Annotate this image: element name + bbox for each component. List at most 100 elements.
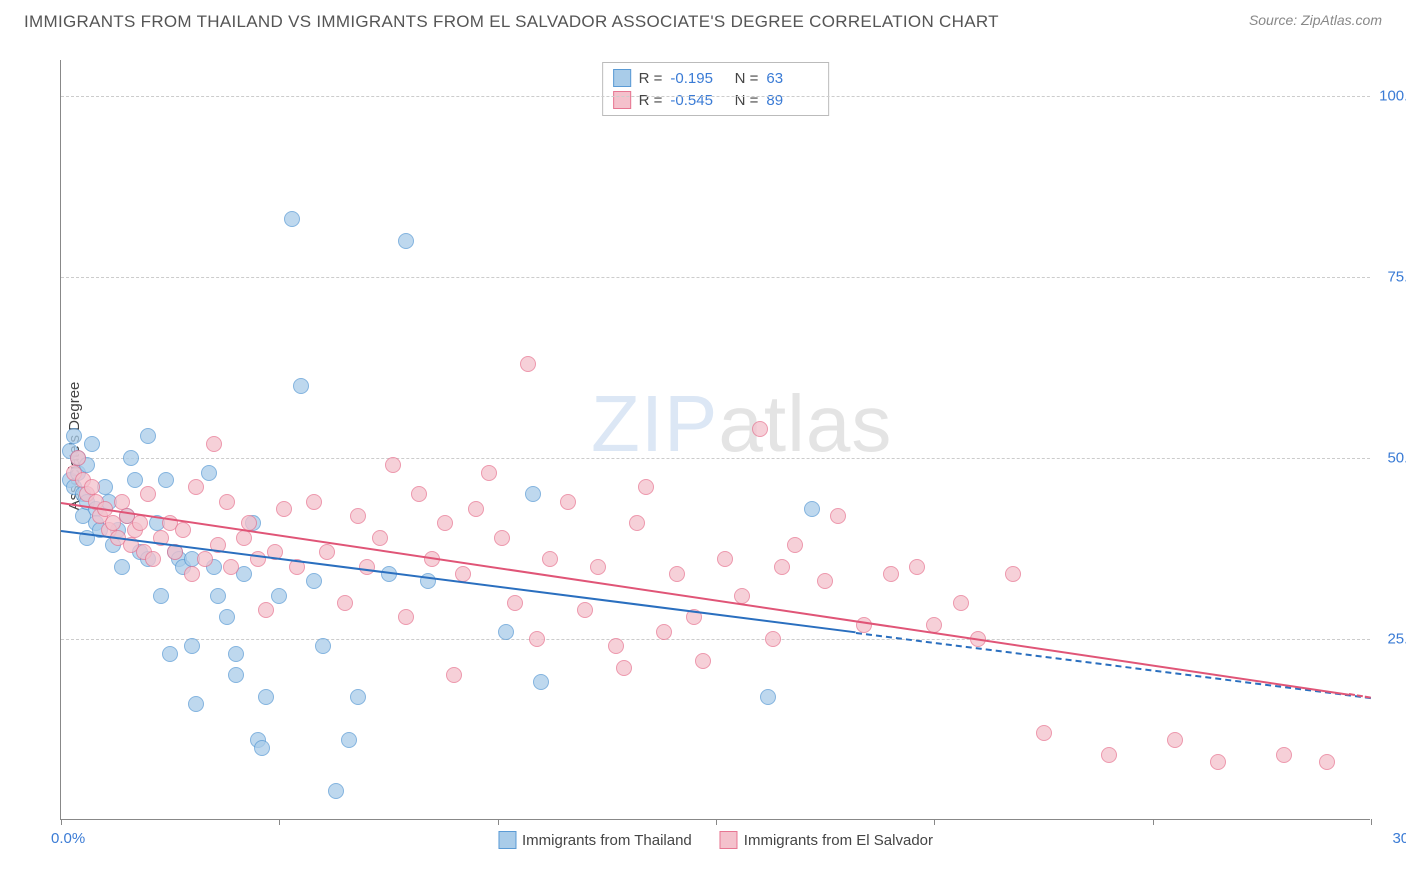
x-max-label: 30.0%: [1392, 830, 1406, 847]
marker-elsalvador: [616, 660, 632, 676]
marker-elsalvador: [319, 544, 335, 560]
marker-elsalvador: [188, 479, 204, 495]
marker-thailand: [127, 472, 143, 488]
marker-elsalvador: [446, 667, 462, 683]
swatch-thailand: [613, 69, 631, 87]
n-value-elsalvador: 89: [766, 92, 818, 109]
marker-elsalvador: [306, 494, 322, 510]
marker-elsalvador: [398, 609, 414, 625]
chart-area: ZIPatlas R = -0.195 N = 63 R = -0.545 N …: [60, 60, 1370, 820]
y-tick-label: 100.0%: [1375, 88, 1406, 105]
marker-elsalvador: [817, 573, 833, 589]
marker-elsalvador: [494, 530, 510, 546]
marker-thailand: [158, 472, 174, 488]
marker-elsalvador: [926, 617, 942, 633]
marker-elsalvador: [774, 559, 790, 575]
legend-swatch-thailand: [498, 831, 516, 849]
marker-elsalvador: [1167, 732, 1183, 748]
marker-elsalvador: [70, 450, 86, 466]
marker-elsalvador: [830, 508, 846, 524]
marker-thailand: [123, 450, 139, 466]
marker-elsalvador: [145, 551, 161, 567]
marker-elsalvador: [734, 588, 750, 604]
marker-elsalvador: [787, 537, 803, 553]
marker-thailand: [271, 588, 287, 604]
marker-elsalvador: [695, 653, 711, 669]
marker-elsalvador: [350, 508, 366, 524]
gridline: [61, 639, 1370, 640]
marker-thailand: [315, 638, 331, 654]
x-tick: [934, 819, 935, 825]
marker-elsalvador: [1210, 754, 1226, 770]
marker-elsalvador: [507, 595, 523, 611]
marker-thailand: [760, 689, 776, 705]
marker-elsalvador: [752, 421, 768, 437]
marker-elsalvador: [206, 436, 222, 452]
gridline: [61, 458, 1370, 459]
marker-elsalvador: [765, 631, 781, 647]
marker-elsalvador: [481, 465, 497, 481]
marker-elsalvador: [656, 624, 672, 640]
source-label: Source: ZipAtlas.com: [1249, 12, 1382, 28]
marker-elsalvador: [520, 356, 536, 372]
marker-elsalvador: [132, 515, 148, 531]
marker-elsalvador: [1036, 725, 1052, 741]
marker-elsalvador: [669, 566, 685, 582]
marker-elsalvador: [529, 631, 545, 647]
marker-elsalvador: [542, 551, 558, 567]
marker-elsalvador: [717, 551, 733, 567]
marker-elsalvador: [953, 595, 969, 611]
legend-swatch-elsalvador: [720, 831, 738, 849]
marker-thailand: [201, 465, 217, 481]
marker-elsalvador: [560, 494, 576, 510]
x-tick: [1371, 819, 1372, 825]
marker-thailand: [84, 436, 100, 452]
x-tick: [1153, 819, 1154, 825]
marker-thailand: [140, 428, 156, 444]
marker-elsalvador: [590, 559, 606, 575]
marker-thailand: [284, 211, 300, 227]
marker-thailand: [66, 428, 82, 444]
gridline: [61, 277, 1370, 278]
marker-thailand: [804, 501, 820, 517]
marker-elsalvador: [883, 566, 899, 582]
marker-thailand: [293, 378, 309, 394]
watermark: ZIPatlas: [591, 378, 892, 470]
marker-thailand: [219, 609, 235, 625]
marker-thailand: [210, 588, 226, 604]
marker-thailand: [498, 624, 514, 640]
x-tick: [716, 819, 717, 825]
marker-elsalvador: [455, 566, 471, 582]
chart-title: IMMIGRANTS FROM THAILAND VS IMMIGRANTS F…: [24, 12, 999, 32]
gridline: [61, 96, 1370, 97]
marker-elsalvador: [577, 602, 593, 618]
marker-thailand: [228, 646, 244, 662]
swatch-elsalvador: [613, 91, 631, 109]
marker-thailand: [350, 689, 366, 705]
marker-elsalvador: [385, 457, 401, 473]
marker-elsalvador: [1005, 566, 1021, 582]
marker-elsalvador: [468, 501, 484, 517]
marker-elsalvador: [909, 559, 925, 575]
marker-elsalvador: [258, 602, 274, 618]
marker-thailand: [254, 740, 270, 756]
corr-row-thailand: R = -0.195 N = 63: [613, 67, 819, 89]
y-tick-label: 75.0%: [1375, 269, 1406, 286]
marker-thailand: [328, 783, 344, 799]
marker-thailand: [533, 674, 549, 690]
marker-elsalvador: [1276, 747, 1292, 763]
marker-elsalvador: [359, 559, 375, 575]
r-value-thailand: -0.195: [670, 70, 722, 87]
corr-row-elsalvador: R = -0.545 N = 89: [613, 89, 819, 111]
bottom-legend: Immigrants from Thailand Immigrants from…: [498, 831, 933, 849]
marker-thailand: [258, 689, 274, 705]
marker-elsalvador: [437, 515, 453, 531]
marker-thailand: [184, 638, 200, 654]
marker-elsalvador: [411, 486, 427, 502]
x-tick: [61, 819, 62, 825]
x-tick: [498, 819, 499, 825]
marker-thailand: [341, 732, 357, 748]
marker-thailand: [525, 486, 541, 502]
marker-elsalvador: [184, 566, 200, 582]
correlation-legend: R = -0.195 N = 63 R = -0.545 N = 89: [602, 62, 830, 116]
